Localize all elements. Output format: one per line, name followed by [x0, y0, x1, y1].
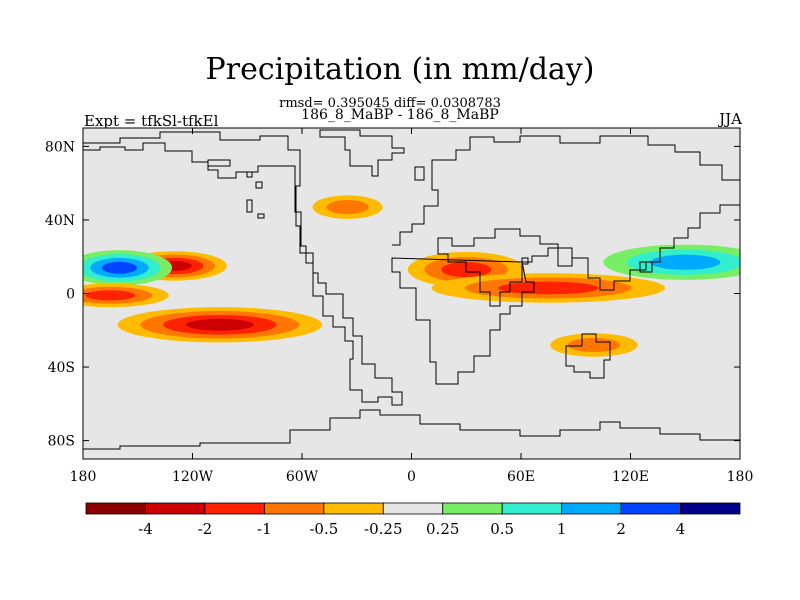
coastline-eurasia-africa — [391, 135, 740, 385]
colorbar-swatch — [263, 502, 325, 515]
season-label: JJA — [719, 110, 742, 128]
colorbar-swatch — [145, 502, 206, 515]
y-tick-label: 80S — [48, 434, 75, 450]
colorbar-swatch — [501, 502, 563, 515]
colorbar-label: -4 — [138, 520, 153, 538]
y-tick-label: 40N — [45, 213, 75, 229]
colorbar-swatch — [680, 502, 741, 515]
rmsd-diff-subtitle: rmsd= 0.395045 diff= 0.0308783 — [279, 96, 501, 111]
colorbar-swatch — [442, 502, 503, 515]
x-tick-label: 180 — [70, 469, 97, 485]
coastline-islands — [207, 159, 653, 273]
colorbar-swatch — [561, 502, 622, 515]
map-axes: 180 120W 60W 0 60E 120E 180 80N 40N 0 40S 80S — [45, 128, 753, 485]
y-tick-label: 40S — [48, 360, 75, 376]
colorbar-swatch — [85, 502, 146, 515]
anomaly-indian-ocean-dry — [498, 281, 599, 295]
y-tick-label: 80N — [45, 139, 75, 155]
colorbar-label: 2 — [616, 520, 626, 538]
anomaly-equatorial-pacific-dry — [85, 290, 136, 301]
y-tick-label: 0 — [66, 287, 75, 303]
colorbar-label: -2 — [198, 520, 213, 538]
anomaly-south-pacific-dry — [185, 318, 254, 331]
colorbar-swatch — [204, 502, 265, 515]
x-tick-label: 60E — [507, 469, 535, 485]
colorbar-label: -0.5 — [309, 520, 338, 538]
experiment-label: Expt = tfkSl-tfkEl — [84, 112, 219, 130]
anomaly-east-pacific-wet — [101, 261, 138, 274]
case-label: 186_8_MaBP - 186_8_MaBP — [301, 107, 499, 123]
x-tick-label: 60W — [286, 469, 319, 485]
coastline-americas — [83, 131, 403, 406]
colorbar-label: -1 — [257, 520, 272, 538]
colorbar-label: 0.25 — [426, 520, 459, 538]
x-tick-label: 0 — [407, 469, 416, 485]
x-tick-label: 120W — [172, 469, 214, 485]
colorbar-label: 0.5 — [490, 520, 514, 538]
anomaly-south-indian-dry — [567, 337, 621, 353]
coastline-antarctica — [83, 409, 740, 450]
plot-title: Precipitation (in mm/day) — [205, 52, 595, 87]
colorbar-swatch — [382, 502, 444, 515]
x-tick-label: 120E — [612, 469, 649, 485]
colorbar-swatch — [620, 502, 681, 515]
colorbar-swatch — [323, 502, 384, 515]
anomaly-north-atlantic-dry — [326, 200, 369, 215]
x-tick-label: 180 — [727, 469, 754, 485]
colorbar-label: -0.25 — [364, 520, 402, 538]
anomaly-west-pacific-wet — [650, 254, 721, 270]
colorbar-label: 1 — [557, 520, 567, 538]
colorbar: -4 -2 -1 -0.5 -0.25 0.25 0.5 1 2 4 — [85, 502, 741, 538]
coastline-greenland — [319, 129, 405, 177]
coastline-layer — [83, 129, 740, 450]
colorbar-label: 4 — [676, 520, 686, 538]
coastline-australia — [565, 333, 611, 379]
